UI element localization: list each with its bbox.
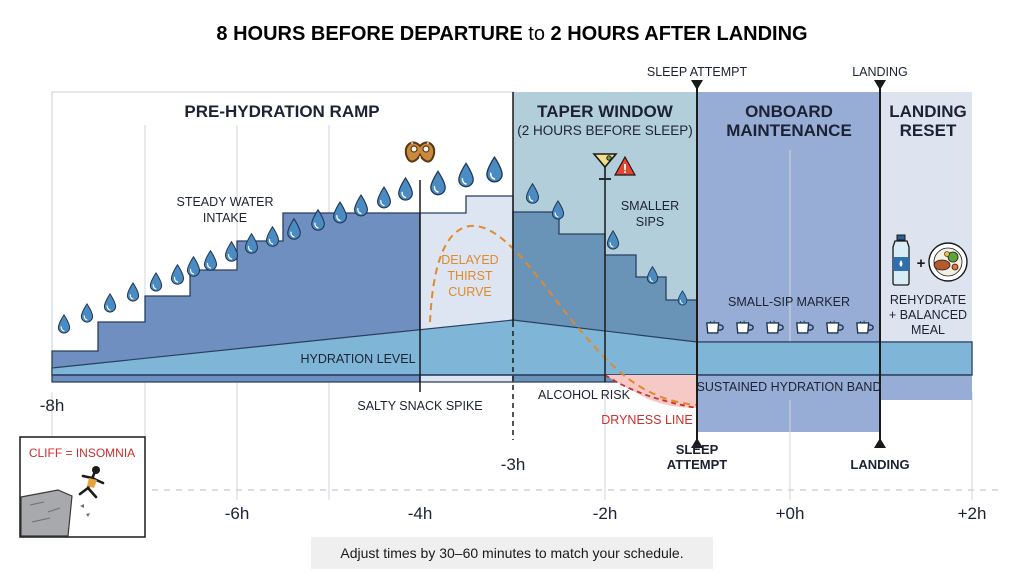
landing-bottom-arrow xyxy=(874,438,886,448)
landing-reset-line2: RESET xyxy=(900,121,957,140)
hydration-level-label: HYDRATION LEVEL xyxy=(300,352,415,366)
tick-minus-6h: -6h xyxy=(225,504,250,523)
sleep-attempt-bottom-arrow xyxy=(691,438,703,448)
salty-snack-label: SALTY SNACK SPIKE xyxy=(357,399,482,413)
onboard-title-line2: MAINTENANCE xyxy=(726,121,852,140)
rehydrate-line2: + BALANCED xyxy=(889,308,967,322)
tick-minus-3h: -3h xyxy=(501,455,526,474)
onboard-title-line1: ONBOARD xyxy=(745,102,833,121)
landing-reset-line1: LANDING xyxy=(889,102,966,121)
pre-hydration-title: PRE-HYDRATION RAMP xyxy=(184,102,379,121)
delayed-thirst-line3: CURVE xyxy=(448,285,492,299)
landing-bottom-label: LANDING xyxy=(850,457,909,472)
page-title: 8 HOURS BEFORE DEPARTURE to 2 HOURS AFTE… xyxy=(216,23,807,45)
smaller-sips-line1: SMALLER xyxy=(621,199,679,213)
rehydrate-line1: REHYDRATE xyxy=(890,293,966,307)
delayed-thirst-line2: THIRST xyxy=(447,269,493,283)
sustained-band-lower xyxy=(697,375,972,400)
falling-person-cliff-icon xyxy=(20,466,105,537)
sleep-attempt-bottom-line2: ATTEMPT xyxy=(667,457,727,472)
steady-water-line1: STEADY WATER xyxy=(176,195,273,209)
dryness-line-label: DRYNESS LINE xyxy=(601,413,692,427)
delayed-thirst-curve xyxy=(429,224,698,406)
tick-minus-8h: -8h xyxy=(40,396,65,415)
tick-minus-4h: -4h xyxy=(408,504,433,523)
warning-triangle-icon: ! xyxy=(613,155,637,176)
delayed-thirst-line1: DELAYED xyxy=(441,253,498,267)
meal-plate-icon xyxy=(928,242,968,282)
landing-top-arrow xyxy=(874,80,886,90)
sleep-attempt-top-arrow xyxy=(691,80,703,90)
title-connector: to xyxy=(528,23,550,45)
tick-plus-2h: +2h xyxy=(958,504,987,523)
footer-note: Adjust times by 30–60 minutes to match y… xyxy=(311,537,713,569)
rehydrate-line3: MEAL xyxy=(911,323,945,337)
cliff-insomnia-box: CLIFF = INSOMNIA xyxy=(19,436,146,538)
landing-reset-zone xyxy=(880,92,972,382)
landing-top-label: LANDING xyxy=(852,65,908,79)
sleep-attempt-bottom-line1: SLEEP xyxy=(676,442,719,457)
dryness-line xyxy=(604,374,698,409)
sustained-band-label: SUSTAINED HYDRATION BAND xyxy=(697,380,882,394)
tick-minus-2h: -2h xyxy=(593,504,618,523)
smaller-sips-line2: SIPS xyxy=(636,215,665,229)
title-part2: 2 HOURS AFTER LANDING xyxy=(551,23,808,45)
cocktail-glass-icon xyxy=(592,153,618,180)
taper-window-title: TAPER WINDOW xyxy=(537,102,674,121)
tick-plus-0h: +0h xyxy=(776,504,805,523)
small-sip-marker-label: SMALL-SIP MARKER xyxy=(728,295,850,309)
plus-sign: + xyxy=(917,255,926,272)
alcohol-risk-label: ALCOHOL RISK xyxy=(538,388,631,402)
sleep-attempt-top-label: SLEEP ATTEMPT xyxy=(647,65,748,79)
svg-text:!: ! xyxy=(623,161,627,176)
sustained-hydration-band xyxy=(696,341,973,376)
steady-water-line2: INTAKE xyxy=(203,211,247,225)
pretzel-icon xyxy=(404,141,436,163)
taper-window-subtitle: (2 HOURS BEFORE SLEEP) xyxy=(517,123,693,138)
water-bottle-icon xyxy=(892,234,910,286)
cliff-insomnia-label: CLIFF = INSOMNIA xyxy=(29,446,135,460)
title-part1: 8 HOURS BEFORE DEPARTURE xyxy=(216,23,522,45)
